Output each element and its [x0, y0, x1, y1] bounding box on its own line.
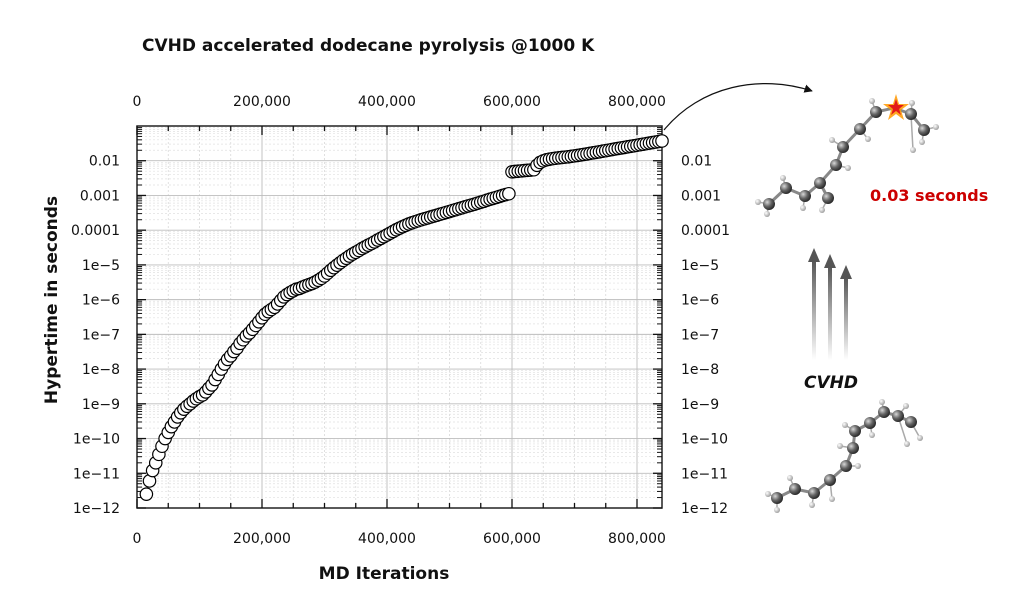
y-axis-label: Hypertime in seconds	[42, 196, 62, 404]
x-tick-label: 600,000	[483, 531, 541, 547]
x-tick-label: 0	[133, 531, 142, 547]
x-tick-label: 200,000	[233, 531, 291, 547]
grid-lines	[136, 126, 662, 509]
y-tick-label: 0.001	[681, 188, 721, 204]
y-tick-label: 1e−8	[82, 362, 120, 378]
product-molecule-image	[755, 94, 939, 217]
method-label: CVHD	[804, 373, 858, 393]
y-tick-label: 1e−6	[681, 293, 719, 309]
x-tick-label: 800,000	[608, 531, 666, 547]
y-tick-label: 1e−7	[82, 327, 120, 343]
chart-title: CVHD accelerated dodecane pyrolysis @100…	[142, 36, 595, 56]
plot-frame	[136, 125, 663, 509]
x-axis-top-tick-labels: 0 200,000 400,000 600,000 800,000	[133, 94, 666, 110]
y-tick-label: 1e−6	[82, 293, 120, 309]
y-tick-label: 1e−10	[681, 432, 728, 448]
x-tick-label: 400,000	[358, 94, 416, 110]
y-tick-label: 1e−11	[73, 466, 120, 482]
y-tick-label: 1e−7	[681, 327, 719, 343]
data-point	[502, 186, 516, 201]
plot-area	[136, 125, 669, 509]
curved-arrow	[663, 83, 813, 131]
y-tick-label: 0.0001	[71, 223, 120, 239]
reactant-molecule-image	[765, 399, 923, 513]
y-tick-label: 1e−8	[681, 362, 719, 378]
y-tick-label: 1e−5	[82, 258, 120, 274]
x-tick-label: 200,000	[233, 94, 291, 110]
y-tick-label: 0.01	[89, 154, 120, 170]
x-axis-label: MD Iterations	[319, 564, 450, 584]
y-axis-right-tick-labels: 1e−12 1e−11 1e−10 1e−9 1e−8 1e−7 1e−6 1e−5 0.000…	[681, 154, 730, 517]
hypertime-result-label: 0.03 seconds	[870, 186, 988, 205]
y-tick-label: 1e−9	[82, 397, 120, 413]
y-tick-label: 1e−12	[681, 501, 728, 517]
cvhd-arrows	[808, 248, 852, 360]
x-tick-label: 800,000	[608, 94, 666, 110]
axis-ticks	[136, 126, 662, 509]
x-axis-bottom-tick-labels: 0 200,000 400,000 600,000 800,000	[133, 531, 666, 547]
x-tick-label: 400,000	[358, 531, 416, 547]
y-tick-label: 1e−11	[681, 466, 728, 482]
y-tick-label: 0.01	[681, 154, 712, 170]
y-tick-label: 1e−12	[73, 501, 120, 517]
data-points	[139, 134, 669, 501]
data-point	[139, 487, 154, 501]
y-axis-left-tick-labels: 1e−12 1e−11 1e−10 1e−9 1e−8 1e−7 1e−6 1e−5 0.000…	[71, 154, 120, 517]
x-tick-label: 0	[133, 94, 142, 110]
x-tick-label: 600,000	[483, 94, 541, 110]
y-tick-label: 1e−5	[681, 258, 719, 274]
bond-break-star-icon	[883, 94, 909, 120]
y-tick-label: 1e−9	[681, 397, 719, 413]
data-point	[655, 134, 669, 148]
y-tick-label: 0.0001	[681, 223, 730, 239]
y-tick-label: 1e−10	[73, 432, 120, 448]
y-tick-label: 0.001	[80, 188, 120, 204]
